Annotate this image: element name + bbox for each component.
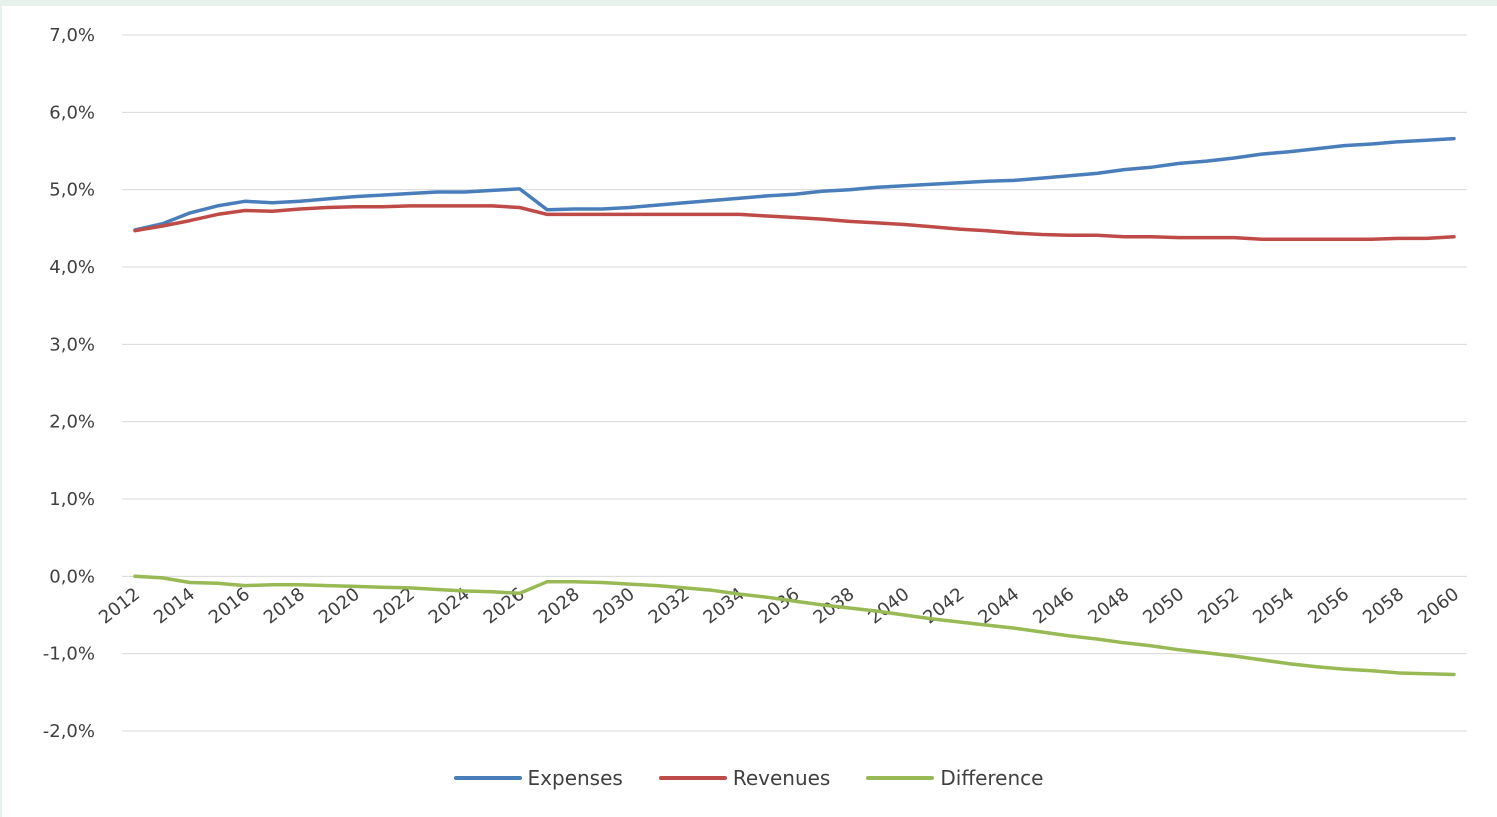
series-lines bbox=[133, 136, 1456, 677]
series-line-revenues bbox=[133, 204, 1456, 241]
x-tick-label: 2014 bbox=[150, 584, 199, 629]
x-tick-label: 2036 bbox=[755, 584, 804, 629]
legend-swatch-difference bbox=[866, 776, 935, 780]
x-tick-label: 2052 bbox=[1194, 584, 1243, 629]
series-line-difference bbox=[133, 574, 1456, 677]
y-tick-label: -1,0% bbox=[43, 644, 95, 665]
legend-swatch-revenues bbox=[658, 776, 727, 780]
y-axis-tick-labels: -2,0% -1,0% 0,0% 1,0% 2,0% 3,0% 4,0% 5,0% 6,0% 7,… bbox=[43, 25, 95, 742]
x-tick-label: 2048 bbox=[1084, 584, 1133, 629]
y-tick-label: 1,0% bbox=[49, 489, 95, 510]
legend-swatch-expenses bbox=[453, 776, 522, 780]
legend-label-revenues: Revenues bbox=[732, 766, 831, 790]
legend-item-difference: Difference bbox=[866, 766, 1043, 790]
y-tick-label: 5,0% bbox=[49, 180, 95, 201]
x-tick-label: 2030 bbox=[590, 584, 639, 629]
x-tick-label: 2046 bbox=[1029, 584, 1078, 629]
legend-item-expenses: Expenses bbox=[453, 766, 623, 790]
series-line-expenses bbox=[133, 136, 1456, 232]
x-tick-label: 2060 bbox=[1414, 584, 1463, 629]
x-axis-tick-labels: 2012 2014 2016 2018 2020 2022 2024 2026 2028 2030… bbox=[95, 584, 1463, 629]
legend-item-revenues: Revenues bbox=[658, 766, 831, 790]
y-tick-label: -2,0% bbox=[43, 721, 95, 742]
y-tick-label: 0,0% bbox=[49, 566, 95, 587]
x-tick-label: 2028 bbox=[535, 584, 584, 629]
y-tick-label: 4,0% bbox=[49, 257, 95, 278]
gridlines bbox=[122, 34, 1467, 732]
x-tick-label: 2040 bbox=[864, 584, 913, 629]
x-tick-label: 2056 bbox=[1304, 584, 1353, 629]
y-tick-label: 3,0% bbox=[49, 334, 95, 355]
x-tick-label: 2020 bbox=[315, 584, 364, 629]
x-tick-label: 2050 bbox=[1139, 584, 1188, 629]
y-tick-label: 6,0% bbox=[49, 102, 95, 123]
y-tick-label: 2,0% bbox=[49, 412, 95, 433]
x-tick-label: 2018 bbox=[260, 584, 309, 629]
x-tick-label: 2058 bbox=[1359, 584, 1408, 629]
x-tick-label: 2044 bbox=[974, 584, 1023, 629]
legend-label-expenses: Expenses bbox=[527, 766, 623, 790]
x-tick-label: 2012 bbox=[95, 584, 144, 629]
y-tick-label: 7,0% bbox=[49, 25, 95, 46]
x-tick-label: 2032 bbox=[645, 584, 694, 629]
x-tick-label: 2016 bbox=[205, 584, 254, 629]
x-tick-label: 2054 bbox=[1249, 584, 1298, 629]
legend-label-difference: Difference bbox=[940, 766, 1044, 790]
x-tick-label: 2022 bbox=[370, 584, 419, 629]
chart-legend: Expenses Revenues Difference bbox=[0, 766, 1497, 790]
